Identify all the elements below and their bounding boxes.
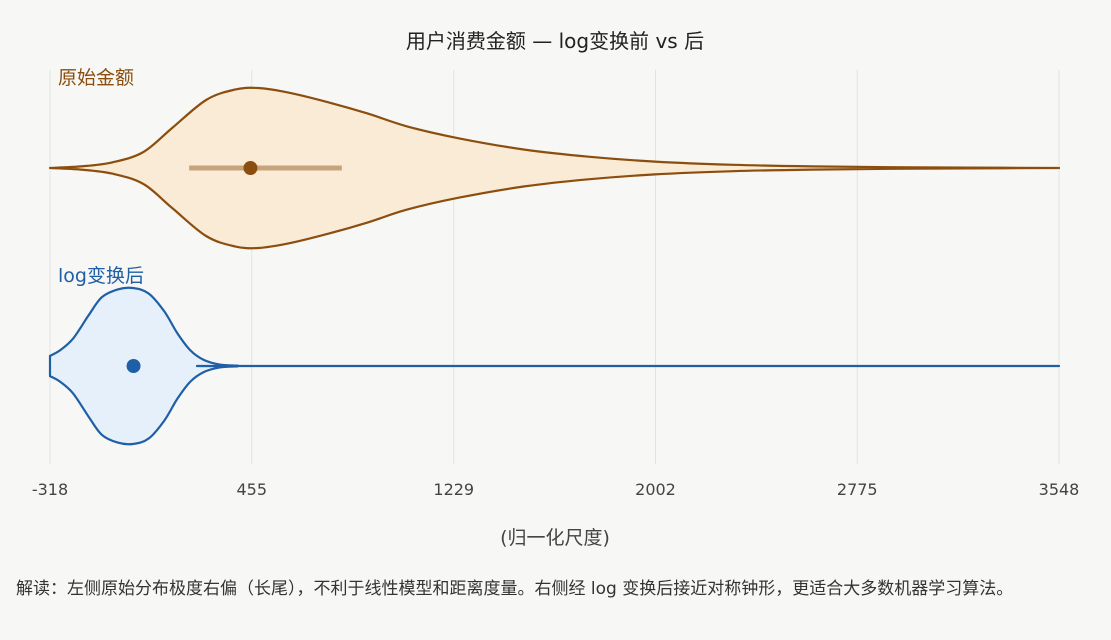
x-axis: -318 455 1229 2002 2775 3548 — [32, 480, 1080, 499]
series-label: log变换后 — [58, 265, 144, 287]
median-point — [126, 359, 141, 373]
violin-body — [48, 86, 1061, 250]
x-tick-label: 1229 — [433, 480, 474, 499]
x-tick-label: 455 — [236, 480, 267, 499]
series-label: 原始金额 — [58, 67, 134, 89]
violin-body — [48, 286, 1061, 446]
x-tick-label: 2775 — [837, 480, 878, 499]
violin-chart: 原始金额 log变换后 -318 455 1229 2002 2775 3548 用户消费金… — [32, 29, 1080, 549]
x-axis-label: (归一化尺度) — [500, 527, 610, 549]
x-tick-label: -318 — [32, 480, 68, 499]
violin-log: log变换后 — [48, 265, 1061, 446]
violin-raw: 原始金额 — [48, 67, 1061, 250]
x-tick-label: 2002 — [635, 480, 676, 499]
median-point — [243, 161, 258, 175]
violins: 原始金额 log变换后 — [48, 67, 1061, 446]
x-tick-label: 3548 — [1039, 480, 1080, 499]
chart-title: 用户消费金额 — log变换前 vs 后 — [406, 29, 704, 53]
caption-text: 解读：左侧原始分布极度右偏（长尾），不利于线性模型和距离度量。右侧经 log 变… — [16, 579, 1014, 599]
